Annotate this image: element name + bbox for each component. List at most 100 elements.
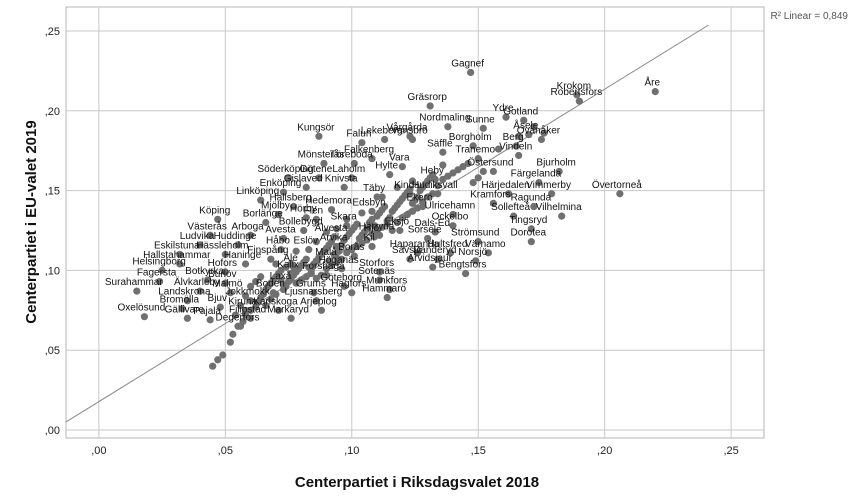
data-point — [340, 282, 348, 290]
point-label: Arboga — [231, 221, 264, 232]
point-label: Köping — [199, 205, 230, 216]
data-point — [540, 129, 548, 137]
point-label: Håbo — [266, 235, 290, 247]
point-label: Skara — [331, 212, 358, 223]
data-point — [279, 188, 288, 196]
point-label: Ydre — [492, 103, 514, 114]
point-label: Borgholm — [449, 132, 492, 143]
point-label: Degerfors — [216, 312, 260, 323]
data-point — [257, 196, 265, 204]
point-label: Sävsjö — [392, 245, 422, 256]
data-point — [474, 238, 482, 246]
data-point — [472, 257, 480, 265]
data-point — [439, 148, 447, 156]
point-label: Ludvika — [180, 231, 215, 242]
data-point — [530, 202, 538, 211]
data-point — [429, 190, 437, 198]
data-point — [340, 183, 348, 191]
point-label: Krokom — [557, 81, 591, 92]
data-point — [363, 236, 371, 244]
x-tick-label: ,20 — [597, 445, 612, 457]
point-label: Borås — [338, 241, 364, 253]
data-point — [267, 255, 275, 263]
data-point — [178, 305, 186, 313]
data-point — [226, 289, 234, 297]
point-label: Ljusnarsberg — [284, 287, 342, 298]
point-label: Eskilstuna — [154, 240, 200, 251]
data-point — [429, 263, 437, 271]
point-label: Bengtsfors — [439, 260, 487, 271]
data-point — [527, 225, 535, 233]
data-point — [502, 113, 510, 121]
data-point — [558, 212, 566, 220]
data-point — [327, 206, 336, 214]
data-point — [312, 297, 320, 305]
x-tick-label: ,25 — [723, 445, 738, 457]
data-point — [236, 301, 245, 310]
point-label: Värnamo — [465, 239, 506, 250]
point-label: Säffle — [427, 138, 453, 149]
data-points — [133, 68, 659, 370]
data-point — [204, 276, 212, 284]
data-point — [406, 190, 414, 198]
point-label: Pajala — [193, 306, 221, 317]
data-point — [322, 271, 331, 279]
point-labels: Gagnef Krokom Åre Gräsrorp Robertsfors YdreGo… — [105, 58, 661, 323]
data-point — [206, 231, 214, 239]
data-point — [300, 226, 308, 235]
data-point — [469, 178, 477, 187]
point-label: Ovanåker — [517, 124, 561, 136]
y-tick-label: ,20 — [45, 106, 60, 118]
data-point — [292, 247, 300, 255]
data-point — [449, 222, 457, 230]
point-label: Berg — [503, 132, 524, 143]
point-label: Vara — [389, 153, 410, 164]
data-point — [247, 231, 255, 239]
data-point — [396, 226, 404, 235]
point-label: Gagnef — [451, 58, 484, 69]
point-label: Karlskoga — [253, 296, 298, 307]
data-point — [439, 161, 447, 169]
point-label: Sotenäs — [358, 266, 395, 277]
point-label: Mönsterås — [298, 148, 345, 160]
y-axis-title: Centerpartiet i EU-valet 2019 — [23, 120, 40, 323]
data-point — [474, 174, 482, 182]
data-point — [221, 250, 229, 259]
point-label: Hallstahammar — [143, 250, 211, 261]
data-point — [393, 218, 401, 227]
x-tick-label: ,00 — [91, 445, 106, 457]
data-point — [383, 220, 391, 228]
point-label: Haparanda — [390, 239, 440, 250]
point-label: Härryda — [359, 221, 395, 232]
point-label: Övertorneå — [592, 179, 642, 191]
point-label: Hammarö — [362, 284, 406, 295]
point-label: Finspång — [247, 244, 288, 256]
data-point — [338, 265, 346, 273]
data-point — [287, 269, 295, 278]
point-label: Kiruna — [228, 296, 257, 307]
data-point — [176, 250, 184, 259]
data-point — [510, 212, 518, 220]
data-point — [274, 210, 283, 219]
x-tick-label: ,15 — [471, 445, 486, 457]
point-label: Heby — [421, 165, 444, 176]
data-point — [363, 225, 371, 233]
data-point — [515, 132, 523, 140]
data-point — [333, 242, 341, 251]
data-point — [216, 303, 224, 311]
point-label: Sorsele — [408, 224, 442, 235]
point-label: Hjo — [364, 223, 379, 234]
point-label: Sunne — [466, 114, 495, 125]
data-point — [348, 289, 356, 297]
point-label: Markaryd — [267, 304, 309, 315]
point-label: Eksjö — [385, 216, 410, 227]
data-point — [373, 193, 381, 201]
point-label: Ulricehamn — [425, 201, 476, 212]
data-point — [257, 273, 265, 281]
data-point — [322, 228, 331, 236]
point-label: Fagersta — [137, 268, 177, 279]
data-point — [176, 260, 184, 268]
data-point — [312, 238, 320, 246]
y-tick-label: ,25 — [45, 26, 60, 38]
point-label: Bjuv — [208, 293, 227, 304]
